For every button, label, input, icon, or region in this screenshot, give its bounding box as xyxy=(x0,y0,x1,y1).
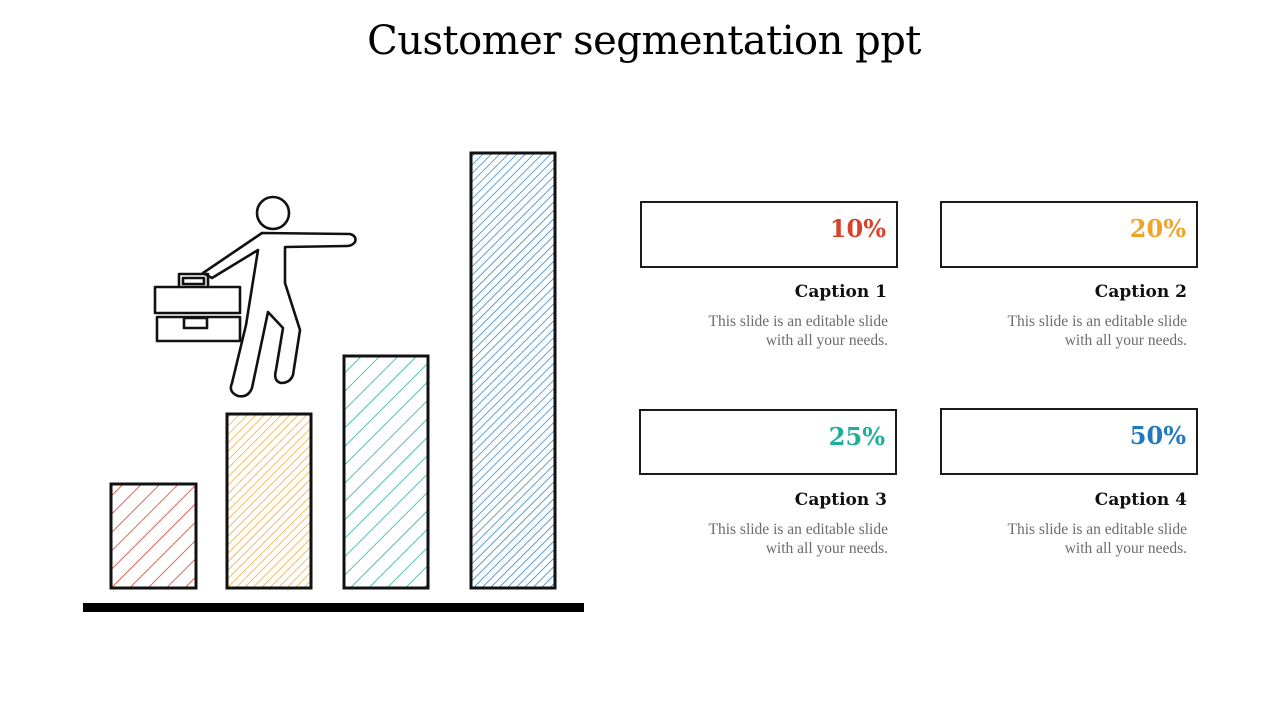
stat-box-3: 25% xyxy=(639,409,897,475)
caption-desc-4-line1: This slide is an editable slide xyxy=(1007,521,1187,538)
bar-1 xyxy=(109,482,198,590)
stat-value-4: 50% xyxy=(1129,421,1186,450)
caption-title-3: Caption 3 xyxy=(794,490,887,510)
bar-4 xyxy=(469,151,557,590)
caption-desc-2-line2: with all your needs. xyxy=(1064,332,1187,349)
stat-box-4: 50% xyxy=(940,408,1198,475)
caption-desc-3-line2: with all your needs. xyxy=(765,540,888,557)
caption-desc-1-line2: with all your needs. xyxy=(765,332,888,349)
stat-value-1: 10% xyxy=(829,214,886,243)
caption-title-2: Caption 2 xyxy=(1094,282,1187,302)
caption-desc-4-line2: with all your needs. xyxy=(1064,540,1187,557)
stat-value-3: 25% xyxy=(828,422,885,451)
bar-3 xyxy=(342,354,430,590)
ground-line xyxy=(83,603,584,612)
businessman-with-briefcase-icon xyxy=(153,195,357,398)
caption-title-1: Caption 1 xyxy=(794,282,887,302)
stat-box-1: 10% xyxy=(640,201,898,268)
bar-2 xyxy=(225,412,313,590)
stat-box-2: 20% xyxy=(940,201,1198,268)
stat-value-2: 20% xyxy=(1129,214,1186,243)
caption-desc-2-line1: This slide is an editable slide xyxy=(1007,313,1187,330)
slide-title: Customer segmentation ppt xyxy=(367,18,921,64)
caption-title-4: Caption 4 xyxy=(1094,490,1187,510)
caption-desc-1-line1: This slide is an editable slide xyxy=(708,313,888,330)
caption-desc-3-line1: This slide is an editable slide xyxy=(708,521,888,538)
bar-illustration xyxy=(83,151,584,612)
